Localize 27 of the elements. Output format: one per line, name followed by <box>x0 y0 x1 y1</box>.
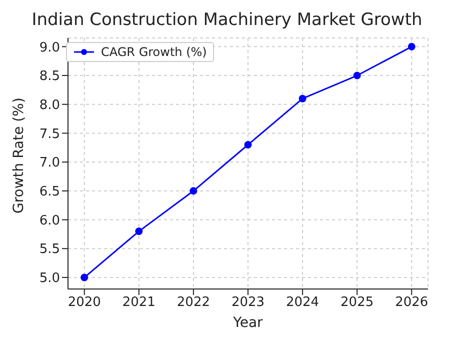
point <box>353 72 361 80</box>
y-tick-label: 8.5 <box>39 69 60 84</box>
chart-title: Indian Construction Machinery Market Growth <box>30 9 424 32</box>
x-tick-label: 2021 <box>122 295 156 310</box>
point <box>80 274 88 282</box>
y-tick-label: 5.0 <box>39 271 60 286</box>
x-tick-label: 2025 <box>340 295 374 310</box>
x-axis-title: Year <box>232 315 264 331</box>
y-tick-label: 5.5 <box>39 242 60 258</box>
x-tick-label: 2020 <box>68 295 101 310</box>
y-tick-label: 9.0 <box>39 40 60 56</box>
x-tick-label: 2026 <box>395 295 428 310</box>
y-axis-title: Growth Rate (%) <box>10 98 27 214</box>
legend-label: CAGR Growth (%) <box>101 45 207 59</box>
y-tick-label: 6.0 <box>39 213 60 228</box>
y-tick-label: 8.0 <box>39 98 60 113</box>
x-tick-label: 2023 <box>231 295 265 310</box>
point <box>135 228 143 236</box>
y-tick-label: 7.5 <box>39 126 60 142</box>
point <box>190 187 198 195</box>
point <box>298 94 306 102</box>
y-tick-label: 7.0 <box>39 156 60 171</box>
point <box>244 140 252 148</box>
x-tick-label: 2022 <box>176 295 210 310</box>
y-tick-label: 6.5 <box>39 184 60 200</box>
point <box>408 42 416 50</box>
x-tick-label: 2024 <box>286 295 320 310</box>
